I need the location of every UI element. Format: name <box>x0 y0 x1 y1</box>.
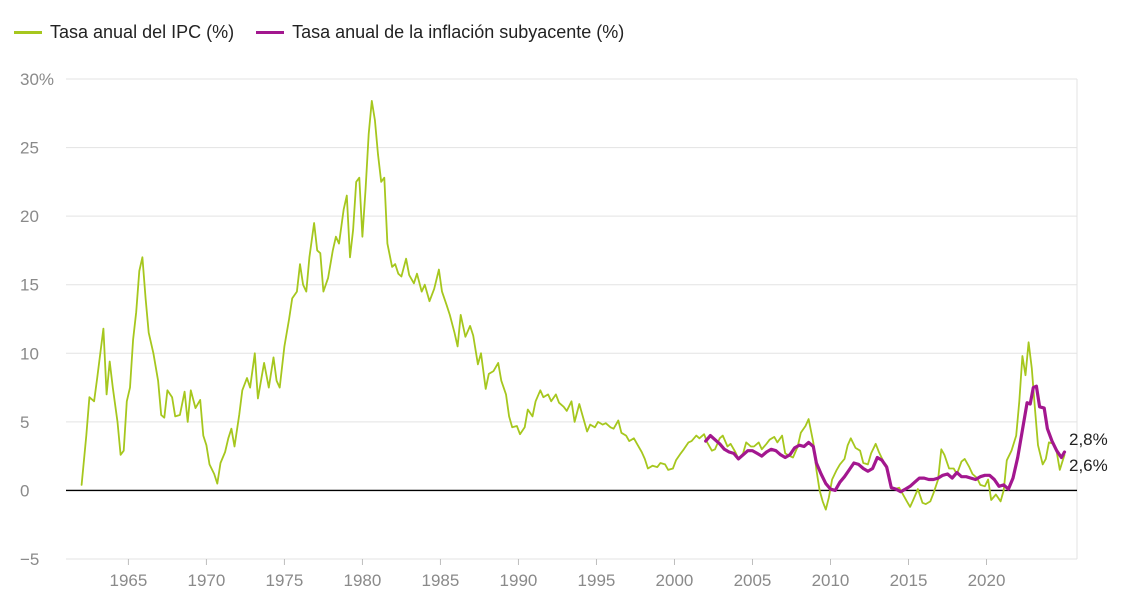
legend-swatch-ipc <box>14 31 42 34</box>
x-tick-label: 1990 <box>500 571 538 590</box>
x-tick-label: 2015 <box>890 571 928 590</box>
y-tick-label: 10 <box>20 344 39 363</box>
legend-label-ipc: Tasa anual del IPC (%) <box>50 22 235 42</box>
x-tick-label: 1985 <box>422 571 460 590</box>
y-tick-label: −5 <box>20 550 39 569</box>
x-tick-label: 1965 <box>109 571 147 590</box>
legend-item-ipc: Tasa anual del IPC (%) <box>14 22 234 43</box>
series-line-subyacente <box>704 384 1067 494</box>
legend-item-subyacente: Tasa anual de la inflación subyacente (%… <box>256 22 624 43</box>
y-tick-label: 0 <box>20 481 29 500</box>
y-tick-label: 15 <box>20 276 39 295</box>
end-label-ipc: 2,6% <box>1069 456 1108 475</box>
x-tick-label: 2020 <box>968 571 1006 590</box>
y-tick-label: 5 <box>20 413 29 432</box>
y-tick-label: 30% <box>20 70 54 89</box>
x-tick-label: 2010 <box>812 571 850 590</box>
x-tick-label: 2005 <box>734 571 772 590</box>
legend-label-subyacente: Tasa anual de la inflación subyacente (%… <box>292 22 625 42</box>
x-tick-label: 1980 <box>344 571 382 590</box>
end-label-subyacente: 2,8% <box>1069 430 1108 449</box>
y-tick-label: 25 <box>20 139 39 158</box>
legend-swatch-subyacente <box>256 31 285 34</box>
y-tick-label: 20 <box>20 207 39 226</box>
x-tick-label: 1975 <box>266 571 304 590</box>
series-line-ipc <box>80 100 1066 511</box>
x-tick-label: 2000 <box>656 571 694 590</box>
x-tick-label: 1970 <box>188 571 226 590</box>
chart-legend: Tasa anual del IPC (%) Tasa anual de la … <box>14 22 646 43</box>
x-tick-label: 1995 <box>578 571 616 590</box>
